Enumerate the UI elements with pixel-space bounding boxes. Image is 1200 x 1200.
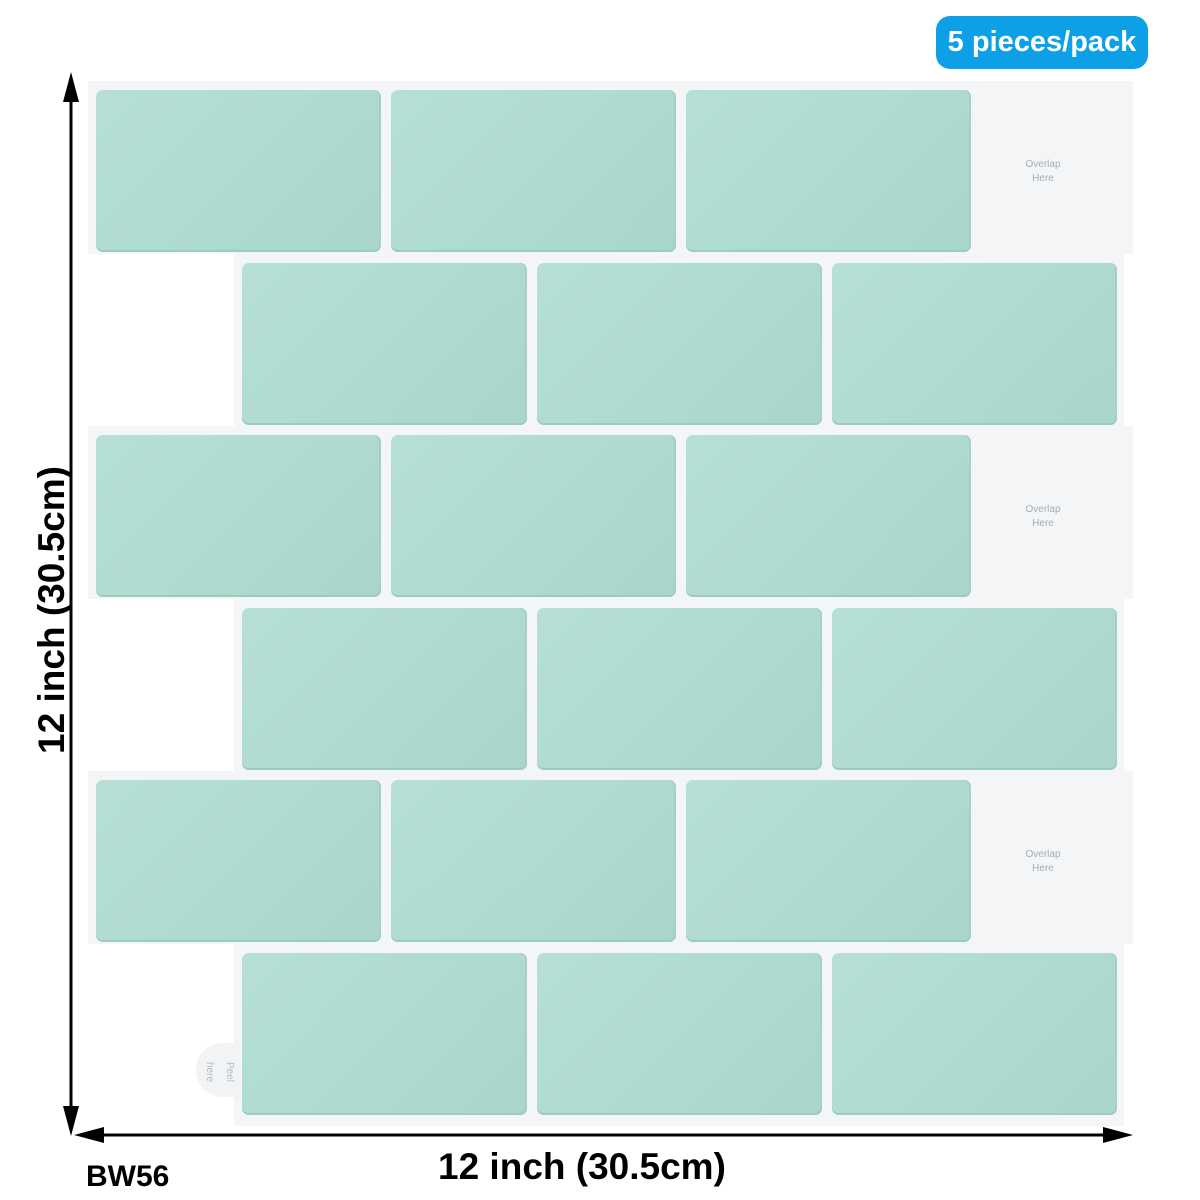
arrow-right-icon xyxy=(1103,1127,1133,1143)
pieces-per-pack-badge: 5 pieces/pack xyxy=(936,16,1148,69)
tile xyxy=(537,263,822,425)
tile xyxy=(96,780,381,942)
width-dimension-label: 12 inch (30.5cm) xyxy=(438,1146,726,1187)
tile xyxy=(242,263,527,425)
overlap-line2: Here xyxy=(1032,863,1054,874)
product-code: BW56 xyxy=(86,1160,170,1193)
tile xyxy=(391,435,676,597)
tile xyxy=(686,780,971,942)
tile xyxy=(832,953,1117,1115)
tile xyxy=(391,90,676,252)
tile xyxy=(686,435,971,597)
overlap-line1: Overlap xyxy=(1025,504,1061,515)
tile xyxy=(391,780,676,942)
peel-here-tab: Peel here xyxy=(196,1043,240,1097)
tile xyxy=(96,90,381,252)
height-dimension-label: 12 inch (30.5cm) xyxy=(31,466,72,754)
overlap-line1: Overlap xyxy=(1025,849,1061,860)
overlap-here-label: Overlap Here xyxy=(983,158,1103,186)
tile xyxy=(686,90,971,252)
tile xyxy=(242,608,527,770)
overlap-line2: Here xyxy=(1032,173,1054,184)
tile xyxy=(832,608,1117,770)
arrow-left-icon xyxy=(74,1127,104,1143)
tile xyxy=(96,435,381,597)
tile xyxy=(242,953,527,1115)
tile xyxy=(832,263,1117,425)
overlap-line1: Overlap xyxy=(1025,159,1061,170)
arrow-down-icon xyxy=(63,1106,79,1136)
tile xyxy=(537,953,822,1115)
overlap-here-label: Overlap Here xyxy=(983,503,1103,531)
overlap-line2: Here xyxy=(1032,518,1054,529)
tile xyxy=(537,608,822,770)
arrow-up-icon xyxy=(63,72,79,102)
overlap-here-label: Overlap Here xyxy=(983,848,1103,876)
